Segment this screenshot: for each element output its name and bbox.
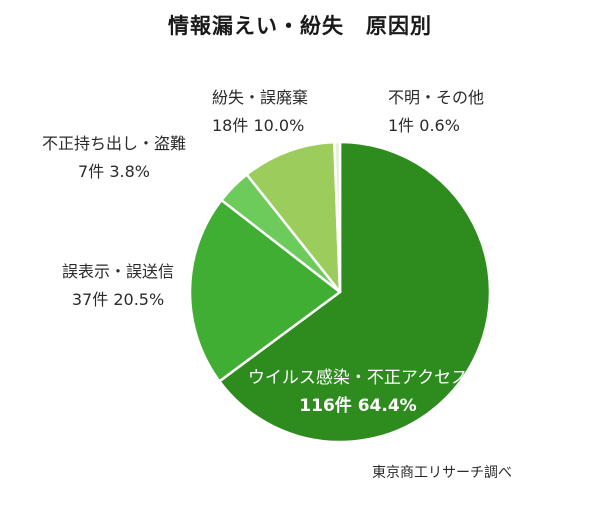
label-misc: 不明・その他 1件 0.6% [388, 84, 484, 140]
label-misc-name: 不明・その他 [388, 88, 485, 107]
label-lost-name: 紛失・誤廃棄 [212, 88, 309, 107]
label-virus-count: 116件 [299, 396, 352, 416]
source-note: 東京商工リサーチ調べ [372, 465, 512, 481]
label-virus: ウイルス感染・不正アクセス 116件 64.4% [238, 364, 478, 420]
label-lost-pct: 10.0% [253, 116, 305, 135]
label-misdelivery-count: 37件 [71, 290, 109, 309]
slice-virus-access [218, 140, 492, 444]
chart-title: 情報漏えい・紛失 原因別 [168, 14, 432, 38]
label-theft-pct: 3.8% [109, 162, 150, 181]
label-theft: 不正持ち出し・盗難 7件 3.8% [42, 130, 186, 186]
label-misc-count: 1件 [388, 116, 415, 135]
slice-lost [245, 140, 342, 294]
label-lost-value: 18件 10.0% [212, 112, 308, 140]
label-virus-pct: 64.4% [357, 396, 417, 416]
label-theft-value: 7件 3.8% [42, 158, 186, 186]
label-lost: 紛失・誤廃棄 18件 10.0% [212, 84, 308, 140]
slice-misdelivery [188, 198, 342, 383]
label-virus-name: ウイルス感染・不正アクセス [247, 368, 469, 388]
label-lost-count: 18件 [212, 116, 249, 135]
label-theft-name: 不正持ち出し・盗難 [42, 134, 187, 153]
label-misdelivery: 誤表示・誤送信 37件 20.5% [62, 258, 174, 314]
label-misc-value: 1件 0.6% [388, 112, 484, 140]
label-theft-count: 7件 [78, 162, 105, 181]
label-misdelivery-pct: 20.5% [113, 290, 165, 309]
label-misdelivery-name: 誤表示・誤送信 [62, 262, 175, 281]
label-virus-value: 116件 64.4% [238, 392, 478, 420]
label-misdelivery-value: 37件 20.5% [62, 286, 174, 314]
label-misc-pct: 0.6% [419, 116, 460, 135]
slice-unknown [333, 140, 342, 294]
